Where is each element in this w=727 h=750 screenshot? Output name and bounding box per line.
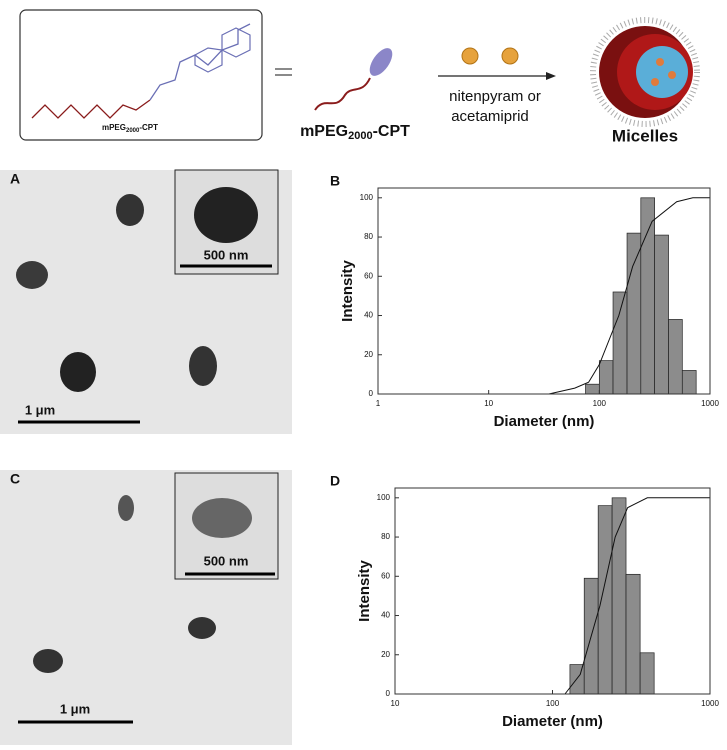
y-tick-label: 0 bbox=[369, 389, 374, 398]
particle bbox=[194, 187, 258, 243]
bar bbox=[597, 505, 613, 695]
plot-frame bbox=[377, 187, 711, 395]
panel-letter: B bbox=[330, 173, 340, 189]
x-tick-label: 10 bbox=[484, 399, 493, 408]
scale-label: 500 nm bbox=[204, 553, 249, 568]
micelle-shell bbox=[590, 17, 700, 127]
scale-label: 1 μm bbox=[25, 402, 55, 417]
bar bbox=[681, 370, 697, 395]
cpt-structure bbox=[149, 23, 251, 101]
y-tick-label: 0 bbox=[386, 689, 391, 698]
scale-label: 500 nm bbox=[204, 247, 249, 262]
structure-label: mPEG2000-CPT bbox=[102, 123, 158, 133]
plot-frame bbox=[394, 487, 711, 695]
y-tick-label: 60 bbox=[364, 271, 373, 280]
polymer-chain bbox=[314, 77, 371, 111]
structure-box bbox=[19, 9, 263, 141]
panel-letter: C bbox=[10, 471, 20, 487]
ring bbox=[194, 47, 223, 73]
tem-a: 500 nm 1 μm A bbox=[0, 169, 292, 434]
bar bbox=[625, 573, 641, 695]
micelle-core bbox=[636, 46, 688, 98]
y-tick-label: 100 bbox=[360, 193, 374, 202]
y-tick-label: 20 bbox=[381, 650, 390, 659]
y-tick-label: 40 bbox=[381, 611, 390, 620]
product-label: Micelles bbox=[612, 126, 678, 145]
reagent: nitenpyram or bbox=[449, 88, 541, 105]
y-axis-label: Intensity bbox=[356, 560, 373, 622]
bar bbox=[668, 319, 683, 395]
x-axis-label: Diameter (nm) bbox=[494, 413, 595, 430]
particle bbox=[188, 617, 216, 639]
bar bbox=[598, 360, 614, 395]
bar bbox=[640, 197, 655, 395]
x-tick-label: 10 bbox=[391, 699, 400, 708]
ring bbox=[221, 27, 251, 58]
y-tick-label: 60 bbox=[381, 571, 390, 580]
y-axis-label: Intensity bbox=[339, 260, 356, 322]
bar bbox=[626, 232, 642, 395]
y-tick-label: 20 bbox=[364, 350, 373, 359]
x-tick-label: 100 bbox=[546, 699, 560, 708]
peg-chain bbox=[31, 99, 151, 119]
y-tick-label: 80 bbox=[364, 232, 373, 241]
bar bbox=[654, 234, 669, 395]
particle bbox=[60, 352, 96, 392]
scheme: mPEG2000-CPT mPEG2000-CPT nitenpyram or … bbox=[19, 9, 700, 145]
payload bbox=[668, 71, 676, 79]
polymer-label: mPEG2000-CPT bbox=[300, 123, 410, 142]
payload bbox=[651, 78, 659, 86]
cumulative-line bbox=[548, 197, 710, 395]
arrow-head bbox=[546, 72, 556, 80]
y-tick-label: 100 bbox=[377, 493, 391, 502]
x-tick-label: 1000 bbox=[701, 699, 719, 708]
reagent: acetamiprid bbox=[451, 108, 529, 125]
scale-label: 1 μm bbox=[60, 701, 90, 716]
x-tick-label: 100 bbox=[593, 399, 607, 408]
x-axis-label: Diameter (nm) bbox=[502, 713, 603, 730]
particle bbox=[116, 194, 144, 226]
pesticide bbox=[461, 47, 479, 65]
panel-letter: A bbox=[10, 171, 20, 187]
particle bbox=[189, 346, 217, 386]
y-tick-label: 40 bbox=[364, 311, 373, 320]
pesticide bbox=[501, 47, 519, 65]
bar bbox=[612, 291, 628, 395]
cumulative-line bbox=[564, 497, 710, 695]
particle bbox=[192, 498, 252, 538]
bar bbox=[639, 652, 655, 695]
drug-unit bbox=[369, 48, 393, 76]
particle bbox=[33, 649, 63, 673]
panel-letter: D bbox=[330, 473, 340, 489]
particle bbox=[16, 261, 48, 289]
particle bbox=[118, 495, 134, 521]
payload bbox=[656, 58, 664, 66]
x-tick-label: 1 bbox=[376, 399, 381, 408]
tem-c: 500 nm 1 μm C bbox=[0, 470, 292, 745]
y-tick-label: 80 bbox=[381, 532, 390, 541]
x-tick-label: 1000 bbox=[701, 399, 719, 408]
bar bbox=[585, 383, 600, 395]
